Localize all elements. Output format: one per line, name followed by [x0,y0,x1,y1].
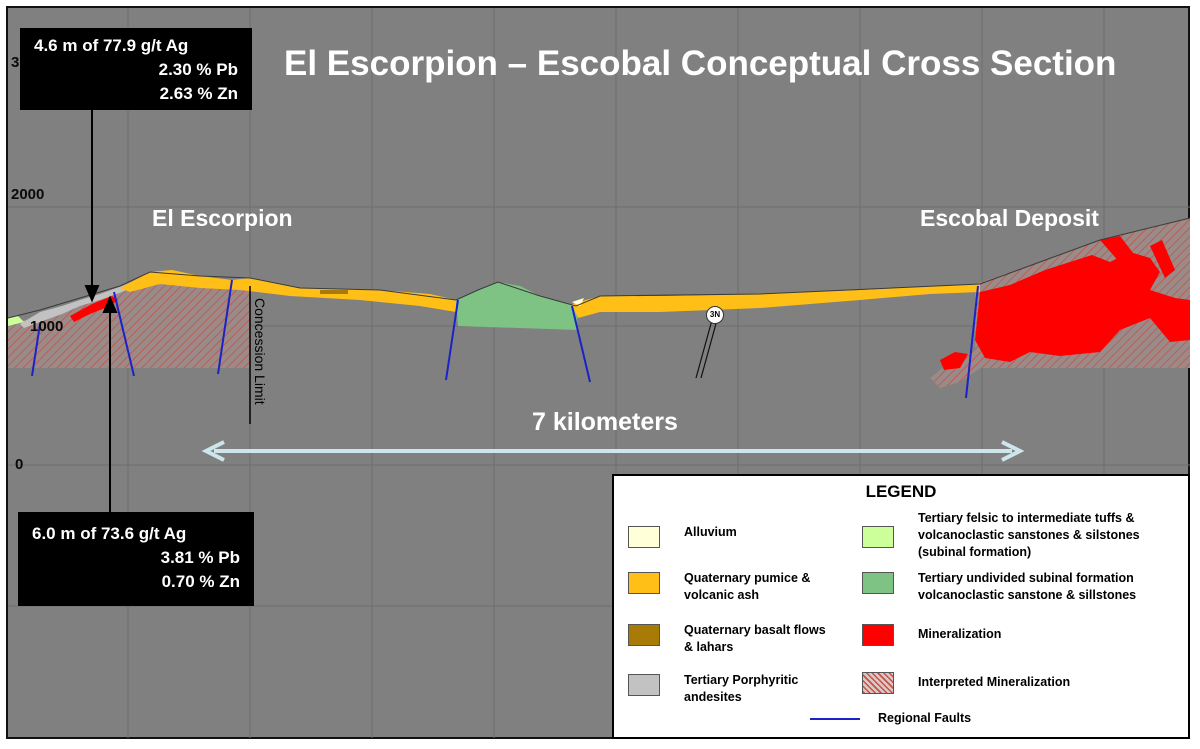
legend-label: Tertiary felsic to intermediate tuffs & v… [918,511,1140,559]
subinal-formation-unit [456,282,578,330]
legend-label: Mineralization [918,627,1002,641]
legend-label: Quaternary pumice & volcanic ash [684,571,811,602]
distance-label: 7 kilometers [532,408,678,436]
assay-box-lower: 6.0 m of 73.6 g/t Ag 3.81 % Pb 0.70 % Zn [18,512,254,606]
legend-panel: LEGEND Alluvium Quaternary pumice & volca… [612,474,1190,739]
legend-swatch [862,572,894,594]
elevation-label-1000: 1000 [30,318,64,335]
legend-swatch [628,526,660,548]
legend-label: Alluvium [684,525,737,539]
legend-swatch [628,674,660,696]
legend-swatch [862,526,894,548]
legend-swatch [628,572,660,594]
interpreted-mineralization-left [8,278,250,368]
concession-limit-label: Concession Limit [252,298,268,405]
mineralization-escobal-vein-2 [1150,240,1175,278]
legend-label: Quaternary basalt flows & lahars [684,623,826,654]
fault-line [31,323,41,377]
mineralization-escobal [975,252,1190,362]
elevation-label-0: 0 [15,456,24,473]
fault-line [217,279,233,375]
fault-tag-3n: 3N [706,306,724,324]
assay-upper-line2: 2.30 % Pb [158,60,238,79]
assay-lower-line3: 0.70 % Zn [161,572,240,591]
mineralization-escobal-pod [940,352,968,370]
pumice-ash-unit [120,270,456,312]
figure-title: El Escorpion – Escobal Conceptual Cross … [284,44,1117,83]
elevation-label-top: 3 [11,54,20,71]
legend-fault-line [810,718,860,720]
assay-pointers [84,110,118,512]
mineralization-escorpion [70,296,118,322]
legend-label: Interpreted Mineralization [918,675,1071,689]
ground-surface-line [7,217,1191,319]
assay-upper-line1: 4.6 m of 77.9 g/t Ag [34,36,189,55]
elevation-label-2000: 2000 [11,186,45,203]
fault-line [113,291,135,377]
fault-line [445,299,459,381]
fault-line [571,305,591,383]
felsic-tuff-unit [8,316,24,326]
legend-swatch-hatched [862,672,894,694]
legend-label: Tertiary undivided subinal formation volc… [918,571,1137,602]
distance-arrow [201,440,1025,462]
interpreted-mineralization-blob [930,350,985,388]
assay-lower-line1: 6.0 m of 73.6 g/t Ag [32,524,187,543]
fault-line [965,285,979,399]
fault-3n [695,319,718,379]
legend-swatch [628,624,660,646]
place-label-el-escorpion: El Escorpion [152,205,293,231]
legend-title: LEGEND [865,482,937,501]
andesite-unit [20,274,150,328]
mineralization-escobal-vein-1 [1100,236,1140,272]
basalt-flow-unit [320,290,348,294]
legend-label: Regional Faults [878,711,972,725]
assay-upper-line3: 2.63 % Zn [159,84,238,103]
legend-swatch [862,624,894,646]
legend-label: Tertiary Porphyritic andesites [684,673,799,704]
assay-box-upper: 4.6 m of 77.9 g/t Ag 2.30 % Pb 2.63 % Zn [20,28,252,110]
regional-faults [31,279,979,399]
place-label-escobal-deposit: Escobal Deposit [920,205,1099,231]
assay-lower-line2: 3.81 % Pb [160,548,240,567]
pumice-ash-unit-east [572,284,980,318]
